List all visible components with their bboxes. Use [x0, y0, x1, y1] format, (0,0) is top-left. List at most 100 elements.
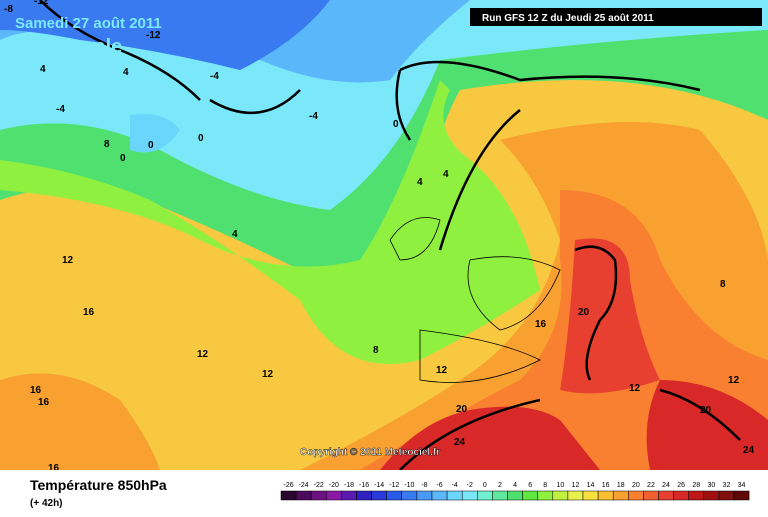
- legend-tick-label: -24: [299, 482, 309, 489]
- legend-tick-label: -12: [389, 482, 399, 489]
- legend-swatch: [326, 490, 342, 501]
- legend-swatch: [658, 490, 674, 501]
- legend-swatch: [582, 490, 599, 501]
- legend-swatch: [416, 490, 433, 501]
- contour-label: 24: [743, 445, 755, 456]
- contour-label: -4: [210, 71, 219, 82]
- legend-swatch: [461, 490, 478, 501]
- legend-swatch: [537, 490, 554, 501]
- legend-tick-label: 18: [617, 482, 625, 489]
- contour-label: 8: [373, 345, 379, 356]
- contour-label: -12: [34, 0, 49, 7]
- contour-label: 4: [443, 169, 449, 180]
- legend-swatch: [522, 490, 538, 501]
- legend-swatch: [507, 490, 523, 501]
- legend-tick-label: 32: [723, 482, 731, 489]
- legend-swatch: [567, 490, 584, 501]
- run-info: Run GFS 12 Z du Jeudi 25 août 2011: [482, 13, 654, 24]
- contour-label: -4: [309, 111, 318, 122]
- legend-tick-label: 10: [556, 482, 564, 489]
- legend-tick-label: 4: [513, 482, 517, 489]
- legend-tick-label: -16: [359, 482, 369, 489]
- contour-label: 24: [454, 437, 466, 448]
- legend-tick-label: 28: [692, 482, 700, 489]
- contour-label: 12: [629, 383, 641, 394]
- legend-tick-label: 12: [572, 482, 580, 489]
- legend-swatch: [310, 490, 327, 501]
- contour-label: 0: [393, 119, 399, 130]
- legend-tick-label: 2: [498, 482, 502, 489]
- legend-tick-label: 8: [543, 482, 547, 489]
- contour-label: 0: [120, 153, 126, 164]
- legend-tick-label: -4: [452, 482, 458, 489]
- legend-tick-label: 26: [677, 482, 685, 489]
- map-time: 8:00 locale: [20, 36, 122, 58]
- footer-title: Température 850hPa: [30, 477, 167, 493]
- map-date: Samedi 27 août 2011: [15, 15, 162, 32]
- contour-label: 16: [48, 463, 60, 474]
- contour-label: 12: [436, 365, 448, 376]
- contour-label: 8: [104, 139, 110, 150]
- contour-label: 12: [62, 255, 74, 266]
- contour-label: 4: [232, 229, 238, 240]
- contour-label: -8: [4, 4, 13, 15]
- legend-swatch: [628, 490, 644, 501]
- legend-tick-label: 30: [707, 482, 715, 489]
- legend-swatch: [371, 490, 387, 501]
- legend-tick-label: -6: [436, 482, 442, 489]
- contour-label: 20: [456, 404, 468, 415]
- legend-tick-label: 14: [587, 482, 595, 489]
- legend: -26 -24 -22 -20 -18 -16 -14 -12 -10 -8 -6 -4 -2 0 2 4 6 8…: [280, 482, 750, 501]
- legend-swatch: [673, 490, 689, 501]
- legend-tick-label: -18: [344, 482, 354, 489]
- legend-swatch: [477, 490, 493, 501]
- legend-swatch: [552, 490, 569, 501]
- contour-label: 16: [30, 385, 42, 396]
- legend-tick-label: -8: [421, 482, 427, 489]
- legend-swatch: [356, 490, 372, 501]
- contour-label: 20: [700, 405, 712, 416]
- contour-label: 16: [38, 397, 50, 408]
- legend-swatch: [492, 490, 508, 501]
- contour-label: 4: [417, 177, 423, 188]
- legend-tick-label: 6: [528, 482, 532, 489]
- contour-label: 16: [83, 307, 95, 318]
- copyright: Copyright © 2011 Meteociel.fr: [300, 447, 440, 458]
- legend-swatch: [688, 490, 705, 501]
- footer-lead: (+ 42h): [30, 498, 63, 509]
- legend-swatch: [733, 490, 750, 501]
- legend-tick-label: -26: [283, 482, 293, 489]
- legend-swatch: [386, 490, 403, 501]
- legend-tick-label: -14: [374, 482, 384, 489]
- legend-tick-label: -2: [467, 482, 473, 489]
- legend-tick-label: 16: [602, 482, 610, 489]
- legend-swatch: [446, 490, 463, 501]
- legend-tick-label: 34: [738, 482, 746, 489]
- run-box: [470, 8, 762, 26]
- legend-tick-label: 22: [647, 482, 655, 489]
- contour-label: -4: [56, 104, 65, 115]
- legend-tick-label: 0: [483, 482, 487, 489]
- legend-swatch: [280, 490, 297, 501]
- legend-tick-label: 24: [662, 482, 670, 489]
- map: -8-12-124 4 -4-48000-404441216121281620128…: [0, 0, 768, 474]
- contour-label: 0: [198, 133, 204, 144]
- legend-swatch: [612, 490, 629, 501]
- contour-label: 20: [578, 307, 590, 318]
- legend-swatch: [295, 490, 312, 501]
- contour-label: 12: [197, 349, 209, 360]
- legend-swatch: [718, 490, 735, 501]
- legend-tick-label: 20: [632, 482, 640, 489]
- contour-label: 8: [720, 279, 726, 290]
- contour-label: -12: [146, 30, 161, 41]
- legend-tick-label: -22: [314, 482, 324, 489]
- contour-label: 16: [535, 319, 547, 330]
- contour-label: 4: [123, 67, 129, 78]
- contour-label: 12: [262, 369, 274, 380]
- legend-swatch: [703, 490, 720, 501]
- legend-swatch: [643, 490, 659, 501]
- contour-label: 12: [728, 375, 740, 386]
- legend-swatch: [401, 490, 418, 501]
- legend-swatch: [341, 490, 357, 501]
